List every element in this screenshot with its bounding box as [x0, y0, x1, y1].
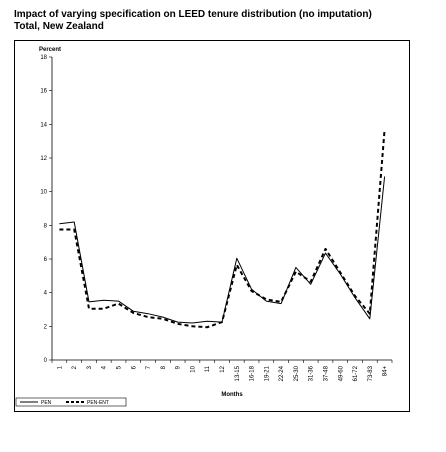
- y-tick-label: 8: [44, 223, 48, 229]
- chart-title-line2: Total, New Zealand: [14, 21, 104, 32]
- legend-label-pen-ent: PEN-ENT: [87, 400, 109, 406]
- x-tick-label: 13-15: [235, 365, 241, 381]
- y-tick-label: 16: [40, 89, 47, 95]
- x-tick-label: 11: [205, 365, 211, 372]
- x-tick-label: 84+: [383, 366, 389, 377]
- y-tick-label: 18: [40, 55, 47, 61]
- y-axis-label: Percent: [39, 47, 61, 53]
- y-tick-label: 6: [44, 257, 48, 263]
- y-tick-label: 10: [40, 190, 47, 196]
- x-tick-label: 3: [87, 365, 93, 369]
- x-tick-label: 9: [176, 365, 182, 369]
- chart-title: Impact of varying specification on LEED …: [14, 9, 372, 33]
- y-tick-label: 12: [40, 156, 47, 162]
- chart-title-line1: Impact of varying specification on LEED …: [14, 9, 372, 20]
- x-tick-label: 7: [146, 365, 152, 369]
- y-tick-label: 4: [44, 291, 48, 297]
- x-tick-label: 73-83: [368, 365, 374, 381]
- x-tick-label: 1: [57, 365, 63, 369]
- series-line-pen: [59, 176, 386, 324]
- x-tick-label: 2: [72, 365, 78, 369]
- x-tick-label: 61-72: [353, 365, 359, 381]
- x-tick-label: 16-18: [250, 365, 256, 381]
- x-axis-label: Months: [221, 392, 243, 398]
- x-tick-label: 12: [220, 365, 226, 372]
- chart-frame: [14, 40, 410, 412]
- x-tick-label: 5: [117, 365, 123, 369]
- x-tick-label: 31-36: [309, 365, 315, 381]
- x-tick-label: 25-30: [294, 365, 300, 381]
- x-tick-label: 6: [131, 365, 137, 369]
- x-tick-label: 22-24: [279, 365, 285, 381]
- x-tick-label: 37-48: [323, 365, 329, 381]
- y-tick-label: 14: [40, 122, 47, 128]
- x-tick-label: 49-60: [338, 365, 344, 381]
- legend-label-pen: PEN: [41, 400, 52, 406]
- x-tick-label: 10: [190, 365, 196, 372]
- y-tick-label: 0: [44, 358, 48, 364]
- series-line-pen-ent: [59, 129, 386, 329]
- x-tick-label: 19-21: [264, 365, 270, 381]
- x-tick-label: 4: [102, 365, 108, 369]
- y-tick-label: 2: [44, 324, 48, 330]
- x-tick-label: 8: [161, 365, 167, 369]
